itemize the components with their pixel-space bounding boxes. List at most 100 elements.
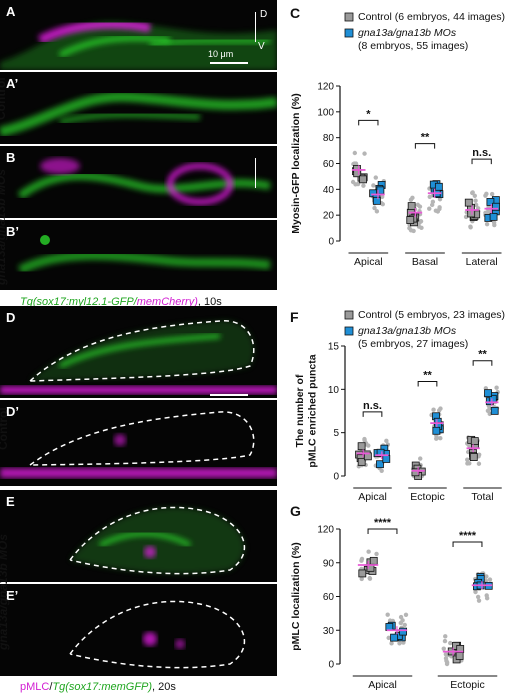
- significance-label: n.s.: [363, 400, 382, 412]
- row-label-mo-bottom: gna13a/gna13b MOs: [0, 533, 10, 650]
- data-point-small: [433, 208, 439, 213]
- data-point-small: [416, 224, 422, 229]
- micrograph-E1-image: [69, 600, 246, 669]
- data-point-small: [417, 220, 422, 225]
- y-tick-label: 100: [317, 107, 334, 118]
- y-tick-label: 30: [323, 626, 335, 637]
- embryo-mean-square: [467, 209, 476, 218]
- y-tick-label: 5: [333, 428, 339, 439]
- micrograph-A1: A’: [0, 72, 277, 144]
- legend-swatch: [344, 12, 354, 22]
- embryo-mean-square: [369, 556, 378, 565]
- scale-bar-label: 10 μm: [208, 49, 234, 59]
- embryo-mean-square: [357, 442, 366, 451]
- category-label: Lateral: [466, 256, 498, 268]
- data-point-small: [403, 612, 409, 617]
- embryo-mean-square: [407, 202, 416, 210]
- data-point-small: [374, 209, 380, 214]
- data-point-small: [366, 443, 371, 448]
- data-point-small: [355, 181, 361, 187]
- significance-bracket: [362, 411, 383, 417]
- data-point-small: [443, 634, 448, 639]
- embryo-mean-square: [469, 453, 478, 461]
- data-point-small: [431, 407, 436, 412]
- data-point-small: [437, 205, 442, 210]
- caption-top-magenta: memCherry): [136, 296, 198, 308]
- data-point-small: [475, 594, 481, 600]
- data-point-small: [487, 405, 492, 411]
- data-point-small: [487, 577, 493, 582]
- data-point-small: [352, 150, 358, 156]
- micrograph-D: D: [0, 306, 277, 398]
- embryo-mean-square: [484, 389, 492, 398]
- micrograph-D1: D’: [0, 400, 277, 486]
- embryo-mean-square: [390, 633, 398, 642]
- embryo-mean-square: [399, 627, 407, 636]
- panel-label-A: A: [6, 4, 16, 19]
- significance-label: ****: [374, 517, 392, 529]
- embryo-mean-square: [382, 455, 391, 463]
- y-tick-label: 120: [317, 525, 334, 536]
- micrograph-D-image: [0, 320, 277, 394]
- y-axis-label-line: pMLC enriched puncta: [307, 354, 319, 467]
- embryo-mean-square: [432, 426, 441, 435]
- row-label-control-bottom: Control: [0, 407, 10, 450]
- data-point-small: [473, 589, 478, 595]
- data-point-small: [434, 435, 440, 441]
- panel-label-F: F: [290, 309, 299, 325]
- data-point-small: [483, 578, 489, 583]
- embryo-mean-square: [455, 652, 464, 660]
- data-point-small: [418, 456, 423, 461]
- data-point-small: [444, 660, 450, 665]
- data-point-small: [442, 638, 448, 644]
- dv-axis-line-b: [255, 158, 256, 188]
- data-point-small: [353, 161, 359, 166]
- significance-label: n.s.: [472, 147, 491, 159]
- data-point-small: [476, 452, 482, 457]
- legend-label-italic: gna13a/gna13b MOs: [358, 27, 457, 39]
- panel-label-E: E: [6, 494, 15, 509]
- significance-label: **: [421, 132, 430, 144]
- embryo-mean-square: [372, 196, 381, 205]
- micrograph-B1: B’: [0, 220, 277, 290]
- caption-top-end: , 10s: [197, 296, 222, 308]
- legend-label: Control (6 embryos, 44 images): [358, 11, 505, 23]
- data-point-small: [463, 214, 469, 220]
- embryo-mean-square: [464, 198, 473, 207]
- micrograph-A: A D V 10 μm: [0, 0, 277, 70]
- y-tick-label: 0: [328, 660, 334, 671]
- data-point-small: [366, 549, 371, 554]
- micrograph-B-image: [17, 158, 271, 205]
- legend-swatch: [344, 28, 354, 38]
- data-point-small: [472, 193, 477, 198]
- data-point-small: [483, 193, 488, 198]
- data-point-small: [448, 640, 453, 646]
- data-point-small: [402, 622, 407, 628]
- caption-bottom-end: , 20s: [152, 681, 176, 693]
- data-point-small: [441, 646, 446, 651]
- data-point-small: [438, 436, 443, 441]
- data-point-small: [387, 618, 393, 623]
- significance-bracket: [358, 119, 379, 126]
- y-tick-label: 10: [328, 385, 340, 396]
- data-point-small: [427, 206, 432, 211]
- data-point-small: [437, 197, 443, 202]
- embryo-mean-square: [470, 437, 479, 445]
- embryo-mean-square: [490, 406, 499, 415]
- embryo-mean-square: [492, 202, 500, 211]
- data-point-small: [359, 558, 364, 563]
- data-point-small: [476, 461, 482, 466]
- scale-bar-d: [210, 394, 248, 396]
- row-label-mo-top: gna13a/gna13b MOs: [0, 168, 8, 285]
- significance-label: **: [478, 349, 487, 361]
- category-label: Basal: [412, 256, 438, 268]
- caption-bottom-green: Tg(sox17:memGFP): [52, 681, 153, 693]
- data-point-small: [400, 618, 405, 623]
- data-point-small: [494, 385, 499, 390]
- data-point-small: [465, 457, 470, 462]
- chart-F: Control (5 embryos, 23 images) gna13a/gna…: [294, 309, 505, 502]
- significance-bracket: [417, 381, 438, 387]
- legend-label-italic: gna13a/gna13b MOs: [358, 325, 457, 337]
- data-point-small: [361, 183, 366, 188]
- category-label: Apical: [358, 491, 387, 502]
